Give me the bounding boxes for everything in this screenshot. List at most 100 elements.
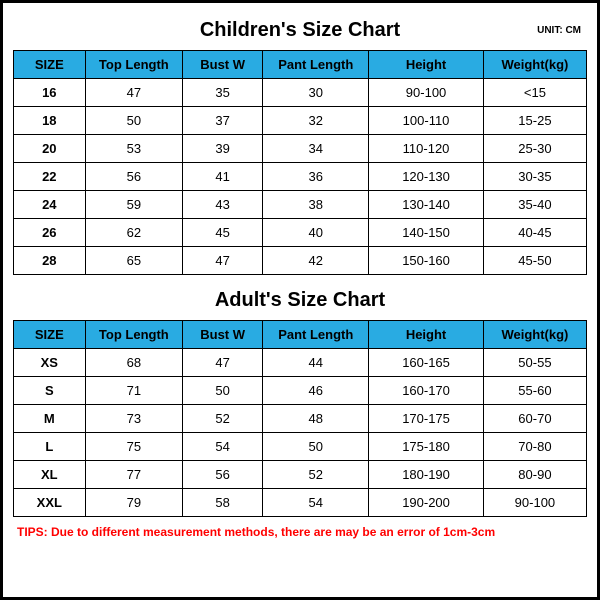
table-cell: 75 [85, 433, 182, 461]
table-cell: 65 [85, 247, 182, 275]
table-gap [13, 275, 587, 285]
table-cell: 39 [183, 135, 263, 163]
table-cell: 71 [85, 377, 182, 405]
table-cell: 47 [183, 247, 263, 275]
table-cell: 73 [85, 405, 182, 433]
children-title-row: Children's Size Chart UNIT: CM [13, 15, 587, 50]
children-title: Children's Size Chart [200, 19, 400, 41]
table-row: 1647353090-100<15 [14, 79, 587, 107]
table-cell: 120-130 [369, 163, 484, 191]
table-cell: 53 [85, 135, 182, 163]
table-cell: XS [14, 349, 86, 377]
column-header: SIZE [14, 51, 86, 79]
table-cell: 34 [263, 135, 369, 163]
adult-title: Adult's Size Chart [215, 289, 385, 311]
table-cell: 59 [85, 191, 182, 219]
table-cell: 130-140 [369, 191, 484, 219]
table-cell: 100-110 [369, 107, 484, 135]
table-cell: XL [14, 461, 86, 489]
table-cell: 54 [183, 433, 263, 461]
adult-title-row: Adult's Size Chart [13, 285, 587, 320]
table-cell: 170-175 [369, 405, 484, 433]
table-cell: 15-25 [483, 107, 586, 135]
table-row: 20533934110-12025-30 [14, 135, 587, 163]
table-cell: 80-90 [483, 461, 586, 489]
table-cell: 46 [263, 377, 369, 405]
table-cell: 38 [263, 191, 369, 219]
table-row: XL775652180-19080-90 [14, 461, 587, 489]
size-chart-container: Children's Size Chart UNIT: CM SIZETop L… [0, 0, 600, 600]
column-header: Pant Length [263, 321, 369, 349]
table-cell: 47 [183, 349, 263, 377]
table-row: 28654742150-16045-50 [14, 247, 587, 275]
table-cell: 45 [183, 219, 263, 247]
table-cell: 48 [263, 405, 369, 433]
adult-size-table: SIZETop LengthBust WPant LengthHeightWei… [13, 320, 587, 517]
children-table-head: SIZETop LengthBust WPant LengthHeightWei… [14, 51, 587, 79]
table-cell: 43 [183, 191, 263, 219]
table-cell: 56 [183, 461, 263, 489]
table-cell: 150-160 [369, 247, 484, 275]
adult-header-row: SIZETop LengthBust WPant LengthHeightWei… [14, 321, 587, 349]
table-cell: 44 [263, 349, 369, 377]
table-cell: 24 [14, 191, 86, 219]
table-cell: 140-150 [369, 219, 484, 247]
table-cell: 50-55 [483, 349, 586, 377]
table-cell: 16 [14, 79, 86, 107]
adult-table-head: SIZETop LengthBust WPant LengthHeightWei… [14, 321, 587, 349]
column-header: SIZE [14, 321, 86, 349]
table-cell: 22 [14, 163, 86, 191]
table-cell: 160-165 [369, 349, 484, 377]
column-header: Bust W [183, 321, 263, 349]
table-cell: 180-190 [369, 461, 484, 489]
table-cell: 54 [263, 489, 369, 517]
column-header: Top Length [85, 321, 182, 349]
table-cell: M [14, 405, 86, 433]
tips-text: TIPS: Due to different measurement metho… [13, 517, 587, 539]
table-cell: 35 [183, 79, 263, 107]
table-row: S715046160-17055-60 [14, 377, 587, 405]
table-cell: L [14, 433, 86, 461]
children-table-body: 1647353090-100<1518503732100-11015-25205… [14, 79, 587, 275]
column-header: Top Length [85, 51, 182, 79]
column-header: Height [369, 51, 484, 79]
table-cell: 18 [14, 107, 86, 135]
children-size-table: SIZETop LengthBust WPant LengthHeightWei… [13, 50, 587, 275]
table-cell: 62 [85, 219, 182, 247]
table-cell: 41 [183, 163, 263, 191]
table-cell: 28 [14, 247, 86, 275]
unit-label: UNIT: CM [537, 25, 581, 36]
table-cell: 77 [85, 461, 182, 489]
table-cell: 20 [14, 135, 86, 163]
table-cell: 160-170 [369, 377, 484, 405]
table-cell: 30 [263, 79, 369, 107]
table-row: 26624540140-15040-45 [14, 219, 587, 247]
table-cell: 52 [183, 405, 263, 433]
table-cell: 50 [263, 433, 369, 461]
table-cell: 55-60 [483, 377, 586, 405]
column-header: Weight(kg) [483, 321, 586, 349]
table-cell: 110-120 [369, 135, 484, 163]
table-cell: 36 [263, 163, 369, 191]
table-cell: XXL [14, 489, 86, 517]
column-header: Weight(kg) [483, 51, 586, 79]
table-cell: <15 [483, 79, 586, 107]
table-cell: 40 [263, 219, 369, 247]
table-cell: 35-40 [483, 191, 586, 219]
table-cell: 47 [85, 79, 182, 107]
table-row: 24594338130-14035-40 [14, 191, 587, 219]
table-cell: 30-35 [483, 163, 586, 191]
children-header-row: SIZETop LengthBust WPant LengthHeightWei… [14, 51, 587, 79]
table-cell: 50 [85, 107, 182, 135]
table-cell: S [14, 377, 86, 405]
table-cell: 45-50 [483, 247, 586, 275]
table-row: L755450175-18070-80 [14, 433, 587, 461]
table-cell: 90-100 [369, 79, 484, 107]
column-header: Bust W [183, 51, 263, 79]
table-cell: 42 [263, 247, 369, 275]
table-cell: 52 [263, 461, 369, 489]
table-cell: 60-70 [483, 405, 586, 433]
table-cell: 90-100 [483, 489, 586, 517]
table-cell: 32 [263, 107, 369, 135]
table-row: 18503732100-11015-25 [14, 107, 587, 135]
